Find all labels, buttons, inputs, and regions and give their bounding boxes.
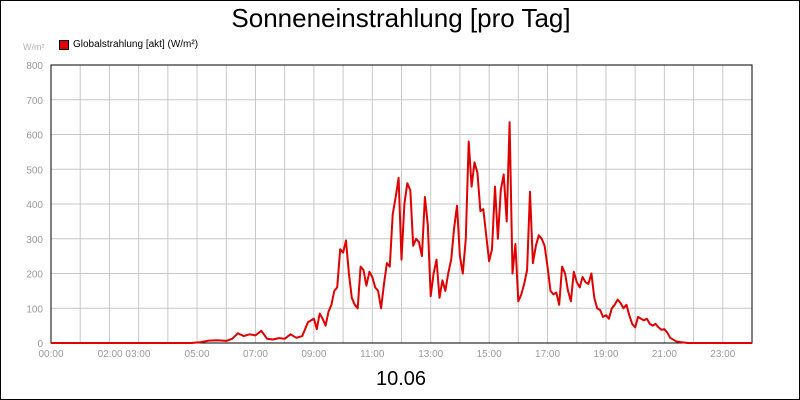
legend-swatch <box>59 39 69 50</box>
y-tick-label: 800 <box>26 61 43 72</box>
x-tick-label: 09:00 <box>301 349 326 360</box>
x-tick-label: 00:00 <box>38 349 63 360</box>
x-tick-label: 11:00 <box>360 349 385 360</box>
x-tick-label: 02:00 03:00 <box>98 349 151 360</box>
y-tick-label: 600 <box>26 131 43 142</box>
plot-area-border <box>50 64 753 344</box>
legend-label: Globalstrahlung [akt] (W/m²) <box>73 39 199 50</box>
y-tick-label: 100 <box>26 304 43 315</box>
x-tick-label: 19:00 <box>593 349 618 360</box>
y-tick-label: 200 <box>26 270 43 281</box>
y-tick-label: 700 <box>26 96 43 107</box>
x-tick-label: 17:00 <box>535 349 560 360</box>
date-label: 10.06 <box>375 368 427 390</box>
x-tick-label: 13:00 <box>418 349 443 360</box>
x-tick-label: 23:00 <box>710 349 735 360</box>
series-line <box>51 121 752 344</box>
legend: Globalstrahlung [akt] (W/m²) <box>59 39 198 50</box>
x-tick-label: 07:00 <box>243 349 268 360</box>
x-tick-label: 05:00 <box>185 349 210 360</box>
x-tick-label: 15:00 <box>477 349 502 360</box>
y-tick-label: 0 <box>37 339 43 350</box>
y-tick-label: 400 <box>26 200 43 211</box>
y-unit-label: W/m² <box>23 42 45 52</box>
y-tick-label: 300 <box>26 235 43 246</box>
y-tick-label: 500 <box>26 165 43 176</box>
x-tick-label: 21:00 <box>652 349 677 360</box>
chart-title: Sonneneinstrahlung [pro Tag] <box>231 3 571 33</box>
